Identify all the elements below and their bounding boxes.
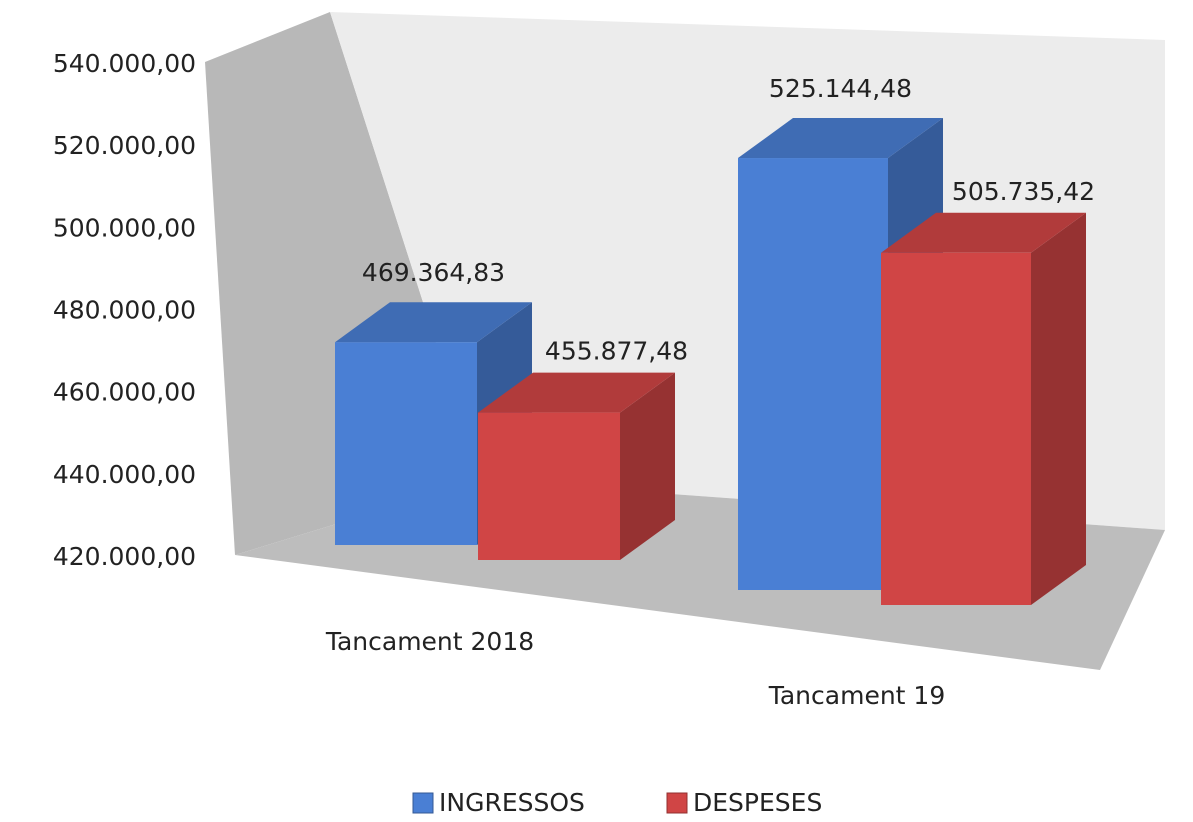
- bar: [881, 252, 1031, 605]
- bar-side: [620, 372, 675, 560]
- bar: [478, 412, 620, 560]
- value-label: 469.364,83: [362, 258, 505, 287]
- y-tick-label: 440.000,00: [53, 460, 196, 489]
- bar-top: [478, 372, 675, 413]
- y-tick-label: 420.000,00: [53, 542, 196, 571]
- bar-side: [1031, 212, 1086, 605]
- y-tick-label: 480.000,00: [53, 296, 196, 325]
- y-tick-label: 520.000,00: [53, 131, 196, 160]
- bar: [738, 158, 888, 590]
- x-tick-label: Tancament 19: [768, 681, 946, 710]
- legend-swatch: [412, 792, 434, 814]
- legend-swatch: [666, 792, 688, 814]
- legend-label: INGRESSOS: [439, 788, 585, 817]
- legend-label: DESPESES: [693, 788, 822, 817]
- value-label: 455.877,48: [545, 337, 688, 366]
- x-tick-label: Tancament 2018: [325, 627, 534, 656]
- y-tick-label: 460.000,00: [53, 378, 196, 407]
- value-label: 505.735,42: [952, 177, 1095, 206]
- bar-top: [738, 118, 943, 159]
- y-tick-label: 540.000,00: [53, 49, 196, 78]
- bar: [335, 342, 477, 545]
- bar-top: [335, 302, 532, 343]
- bar-top: [881, 212, 1086, 253]
- value-label: 525.144,48: [769, 74, 912, 103]
- y-tick-label: 500.000,00: [53, 213, 196, 242]
